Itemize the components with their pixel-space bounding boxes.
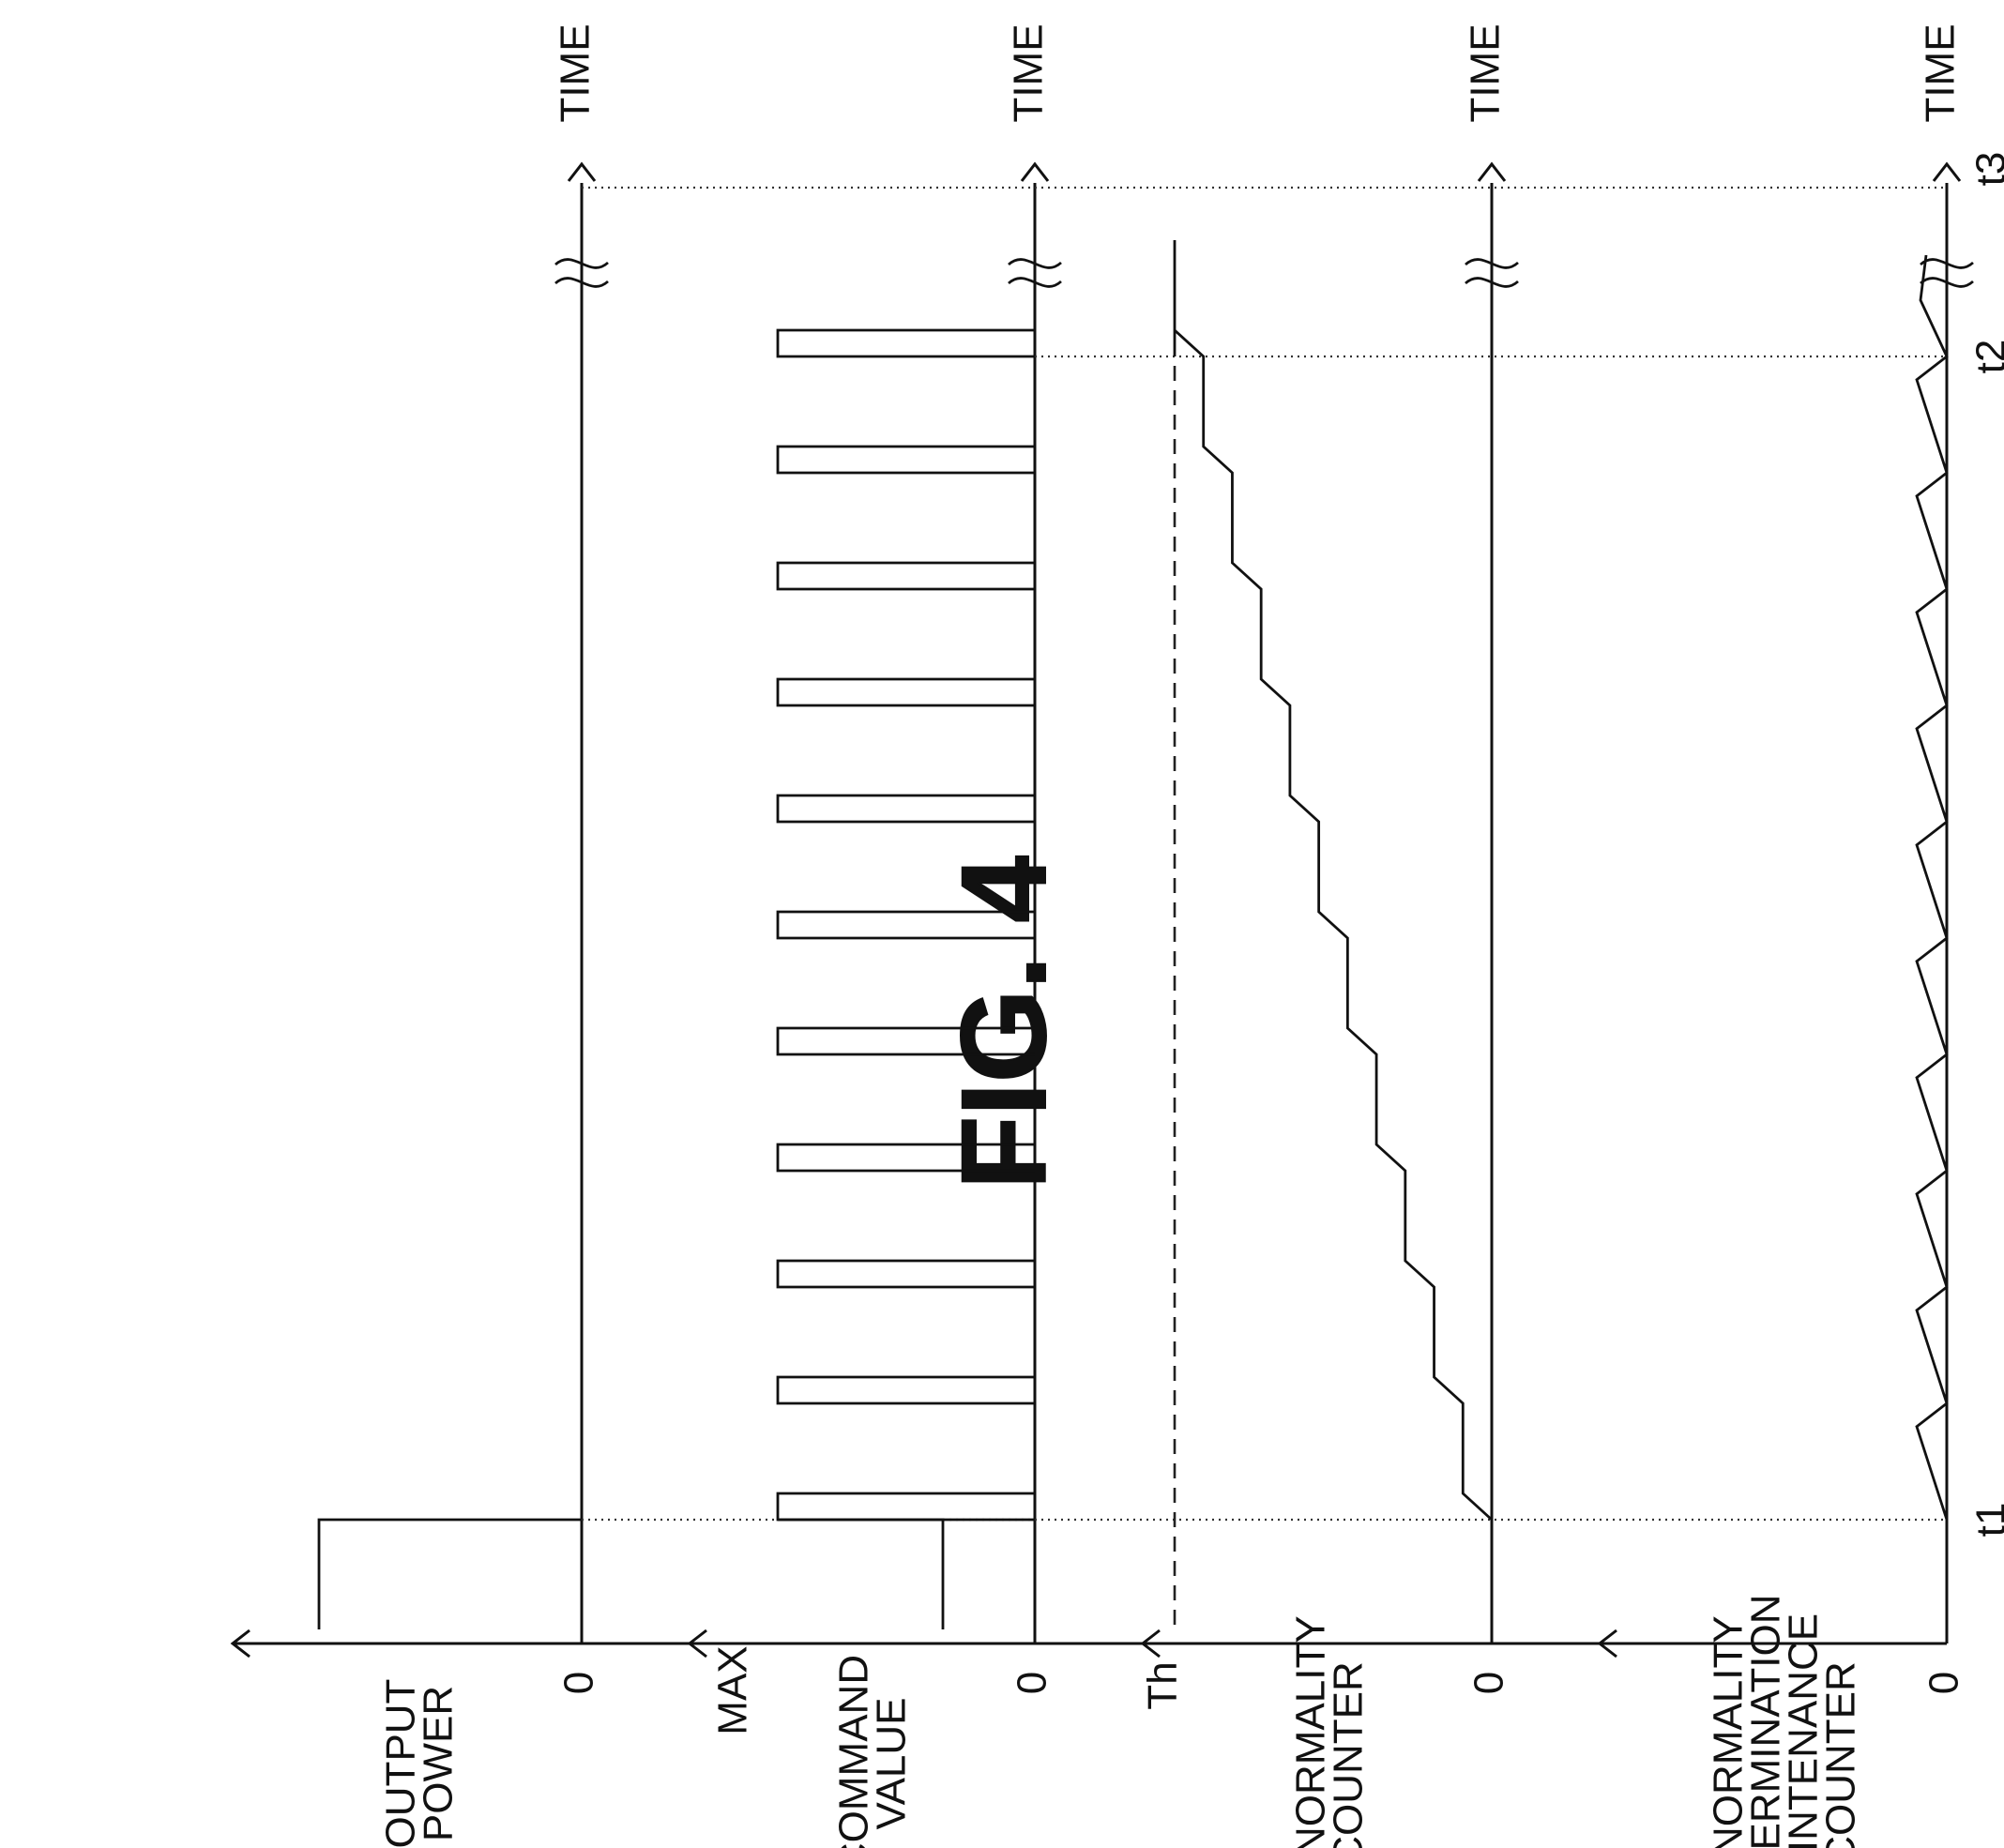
value-axis-arrow-3: [1140, 1628, 1161, 1659]
abnormality-counter-axis-break-2: [1465, 277, 1519, 288]
t3-label: t3: [1968, 152, 2004, 187]
value-axis-arrow-2: [687, 1628, 707, 1659]
command-pulse-11: [776, 328, 1035, 358]
output-power-zero-label: 0: [556, 1672, 602, 1694]
maintenance-counter-label-line-4: COUNTER: [1818, 1661, 1864, 1848]
abnormality-counter-zero-label: 0: [1466, 1672, 1512, 1694]
command-value-max-label: MAX: [710, 1645, 756, 1734]
command-pulse-7: [776, 794, 1035, 824]
command-pulse-8: [776, 677, 1035, 707]
maintenance-counter-signal: [1915, 254, 1949, 1521]
output-power-time-label: TIME: [553, 23, 599, 122]
abnormality-counter-axis-break-1: [1465, 258, 1519, 269]
command-pulse-1: [776, 1492, 1035, 1522]
command-value-axis-break-1: [1008, 258, 1062, 269]
maintenance-counter-axis-break-2: [1920, 277, 1974, 288]
figure-title: FIG. 4: [937, 856, 1071, 1189]
output-power-label-line-2: POWER: [416, 1686, 462, 1841]
abnormality-counter-time-arrow: [1477, 161, 1507, 182]
t2-label: t2: [1968, 340, 2004, 374]
output-power-axis-break-2: [554, 277, 609, 288]
maintenance-counter-zero-label: 0: [1921, 1672, 1967, 1694]
command-value-label-line-2: VALUE: [869, 1697, 915, 1829]
output-power-axis-break-1: [554, 258, 609, 269]
maintenance-counter-time-label: TIME: [1918, 23, 1964, 122]
command-pulse-9: [776, 561, 1035, 591]
command-value-time-arrow: [1020, 161, 1050, 182]
output-power-label-line-1: OUTPUT: [378, 1679, 424, 1848]
command-value-zero-label: 0: [1010, 1672, 1055, 1694]
abnormality-counter-signal: [1173, 240, 1493, 1522]
command-value-initial-level: [778, 1518, 945, 1629]
value-axis-arrow-4: [1597, 1628, 1617, 1659]
output-power-signal: [317, 1518, 582, 1629]
abnormality-counter-time-label: TIME: [1463, 23, 1509, 122]
command-value-time-label: TIME: [1006, 23, 1052, 122]
command-pulse-3: [776, 1259, 1035, 1289]
command-pulse-5: [776, 1026, 1035, 1056]
maintenance-counter-label: ABNORMALITYDETERMINATIONMAINTENANCECOUNT…: [1706, 1595, 1864, 1848]
command-pulse-4: [776, 1143, 1035, 1173]
value-axis-arrow-1: [230, 1628, 250, 1659]
command-value-label-line-1: COMMAND: [831, 1655, 877, 1848]
abnormality-counter-label-line-2: COUNTER: [1326, 1661, 1372, 1848]
maintenance-counter-label-line-1: ABNORMALITY: [1706, 1615, 1752, 1848]
command-pulse-10: [776, 445, 1035, 475]
command-pulse-6: [776, 910, 1035, 940]
maintenance-counter-label-line-3: MAINTENANCE: [1781, 1613, 1827, 1848]
abnormality-counter-label-line-1: ABNORMALITY: [1288, 1615, 1334, 1848]
abnormality-threshold-label: Th: [1140, 1661, 1186, 1709]
t1-label: t1: [1968, 1503, 2004, 1537]
command-value-axis-break-2: [1008, 277, 1062, 288]
maintenance-counter-label-line-2: DETERMINATION: [1743, 1595, 1789, 1848]
command-pulse-2: [776, 1375, 1035, 1405]
maintenance-counter-time-arrow: [1932, 161, 1962, 182]
output-power-time-arrow: [567, 161, 597, 182]
